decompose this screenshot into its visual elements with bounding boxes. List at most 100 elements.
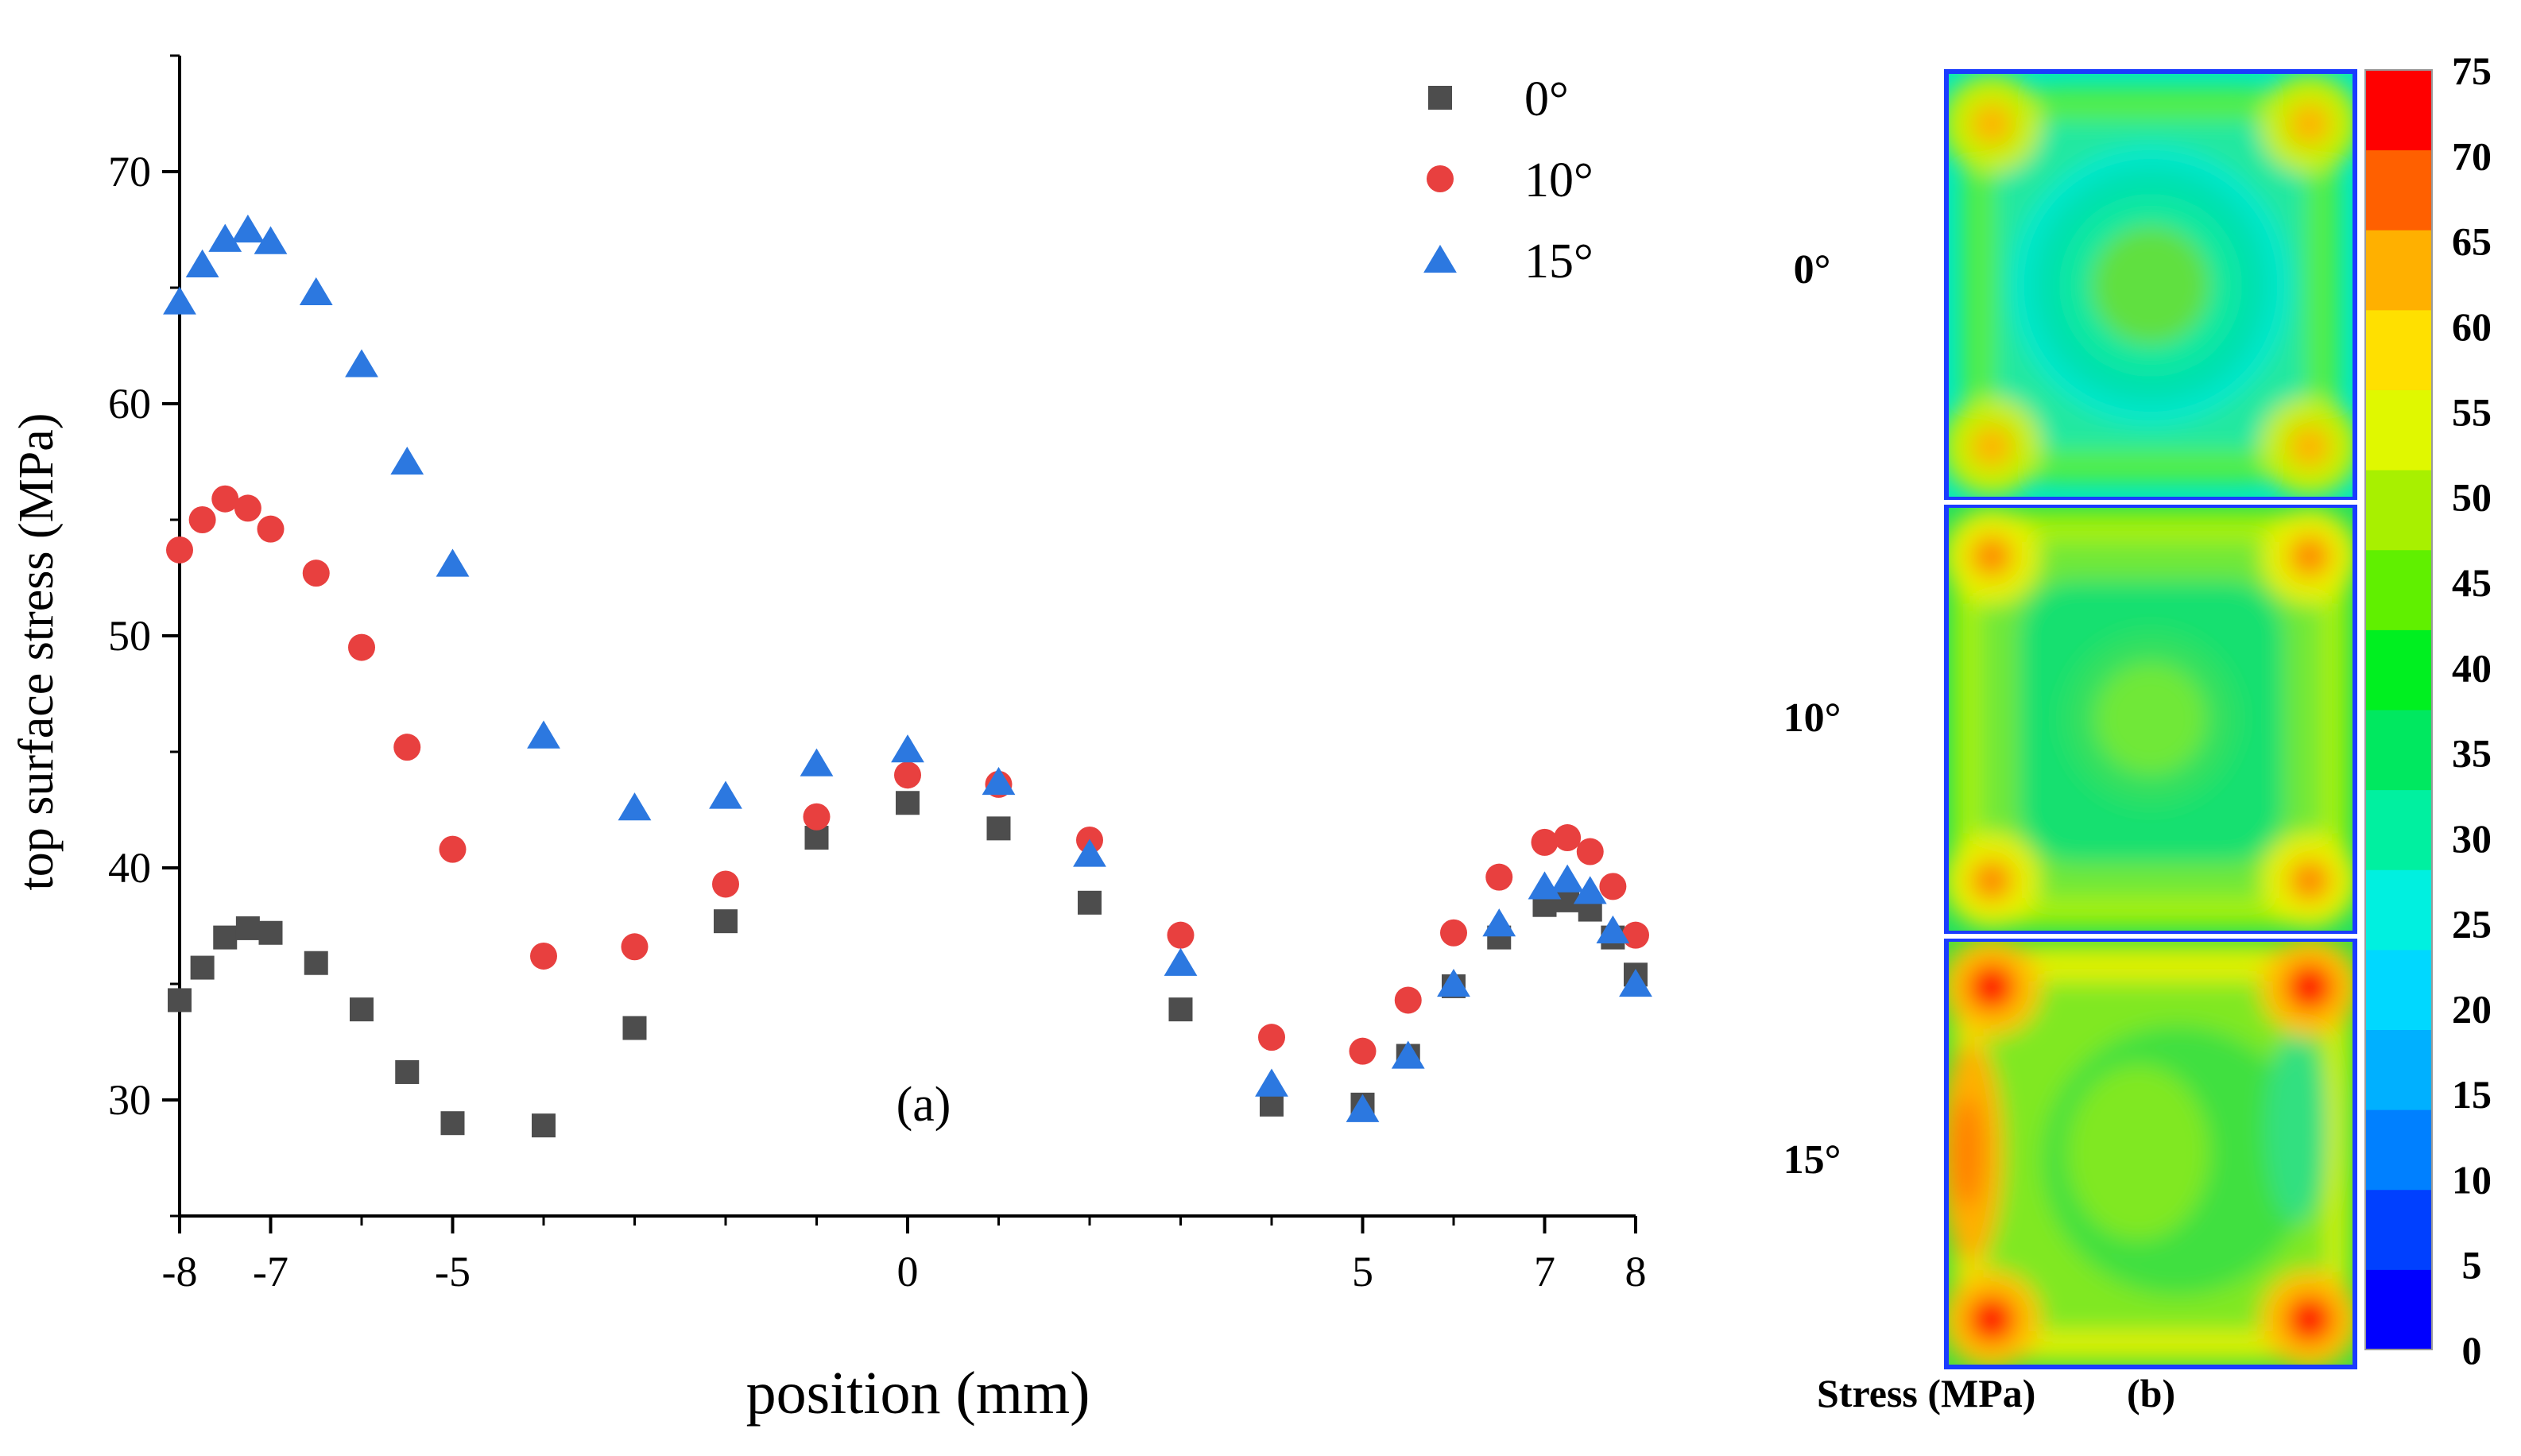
data-point (1168, 997, 1193, 1022)
data-point (393, 734, 421, 761)
colorbar-tick-label: 5 (2462, 1243, 2482, 1288)
data-point (1394, 986, 1422, 1014)
data-point (1440, 919, 1467, 947)
data-point (1167, 921, 1195, 949)
data-point (1531, 828, 1559, 856)
colorbar-band (2365, 470, 2432, 551)
data-point (1599, 873, 1627, 900)
legend-label: 15° (1524, 234, 1594, 288)
x-tick-label: 8 (1625, 1248, 1647, 1295)
data-point (1164, 947, 1198, 976)
data-point (439, 835, 467, 863)
colorbar-band (2365, 949, 2432, 1030)
data-point (1260, 1092, 1284, 1117)
data-point (345, 349, 378, 378)
data-point (1554, 824, 1582, 852)
panel-a-label: (a) (896, 1078, 951, 1132)
data-point (213, 925, 238, 950)
colorbar-tick-label: 75 (2452, 48, 2492, 93)
data-point (390, 447, 424, 475)
x-axis-label: position (mm) (746, 1360, 1090, 1427)
data-point (304, 951, 328, 975)
data-point (714, 909, 738, 934)
colorbar-tick-label: 35 (2452, 731, 2492, 776)
colorbar-tick-label: 25 (2452, 901, 2492, 946)
colorbar-band (2365, 149, 2432, 230)
data-point (803, 803, 831, 831)
colorbar-band (2365, 1189, 2432, 1270)
data-point (1482, 908, 1516, 937)
data-point (185, 249, 219, 277)
series-triangle (163, 215, 1652, 1122)
colorbar-band (2365, 1029, 2432, 1110)
data-point (1346, 1094, 1380, 1122)
data-point (234, 494, 261, 522)
colorbar-band (2365, 789, 2432, 870)
data-point (254, 226, 288, 254)
x-tick-label: 0 (897, 1248, 919, 1295)
data-point (709, 780, 742, 809)
colorbar-band (2365, 869, 2432, 951)
data-point (530, 942, 557, 970)
data-point (348, 633, 375, 661)
series-circle (166, 485, 1649, 1065)
data-point (1255, 1068, 1288, 1097)
legend-marker (1428, 86, 1452, 110)
legend-label: 10° (1524, 153, 1594, 207)
colorbar-tick-label: 70 (2452, 134, 2492, 178)
data-point (891, 734, 924, 763)
data-point (1078, 890, 1102, 915)
data-point (618, 792, 652, 821)
colorbar-tick-label: 45 (2452, 560, 2492, 605)
y-tick-label: 50 (108, 612, 151, 660)
data-point (1073, 838, 1106, 867)
map-label-0deg: 0° (1794, 247, 1831, 292)
data-point (257, 515, 285, 543)
stress-map-0deg (1944, 69, 2357, 501)
data-point (800, 748, 834, 776)
y-tick-label: 70 (108, 148, 151, 196)
colorbar-frame (2364, 69, 2433, 1350)
data-point (440, 1111, 465, 1136)
colorbar-tick-label: 60 (2452, 304, 2492, 349)
legend-label: 0° (1524, 72, 1569, 126)
data-point (1596, 915, 1630, 943)
data-point (211, 485, 239, 513)
colorbar-tick-label: 15 (2452, 1072, 2492, 1117)
data-point (1485, 863, 1513, 891)
data-point (1258, 1024, 1285, 1051)
data-point (188, 506, 216, 533)
colorbar-band (2365, 1109, 2432, 1191)
data-point (982, 766, 1016, 796)
y-tick-label: 40 (108, 844, 151, 892)
chart-legend: 0° 10° 15° (1423, 72, 1594, 288)
panel-b-label: (b) (2127, 1371, 2175, 1415)
colorbar-band (2365, 710, 2432, 791)
y-axis-label: top surface stress (MPa) (10, 413, 64, 891)
y-tick-label: 30 (108, 1076, 151, 1124)
data-point (1437, 969, 1470, 997)
chart-axes (178, 56, 1636, 1218)
map-label-10deg: 10° (1783, 695, 1841, 741)
data-point (894, 761, 921, 789)
x-tick-label: -7 (253, 1248, 289, 1295)
colorbar-tick-label: 30 (2452, 816, 2492, 861)
y-tick-label: 60 (108, 380, 151, 428)
data-point (166, 536, 193, 563)
legend-marker (1427, 165, 1454, 192)
colorbar-band (2365, 389, 2432, 470)
data-point (168, 988, 192, 1013)
stress-map-10deg (1944, 503, 2357, 935)
data-point (1619, 969, 1652, 997)
data-point (190, 955, 215, 980)
colorbar-band (2365, 1269, 2432, 1350)
chart-ticks: -8 -7 -5 0 5 7 8 30 40 50 60 70 (108, 54, 1647, 1295)
data-point (235, 916, 260, 940)
stress-map-15deg (1944, 937, 2357, 1369)
data-point (1573, 876, 1607, 904)
data-point (896, 791, 920, 815)
legend-marker (1423, 245, 1457, 273)
data-point (258, 920, 283, 945)
x-tick-label: 7 (1534, 1248, 1555, 1295)
